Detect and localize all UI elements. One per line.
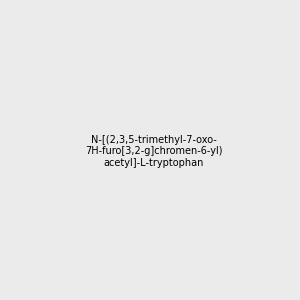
Text: N-[(2,3,5-trimethyl-7-oxo-
7H-furo[3,2-g]chromen-6-yl)
acetyl]-L-tryptophan: N-[(2,3,5-trimethyl-7-oxo- 7H-furo[3,2-g…	[85, 135, 223, 168]
